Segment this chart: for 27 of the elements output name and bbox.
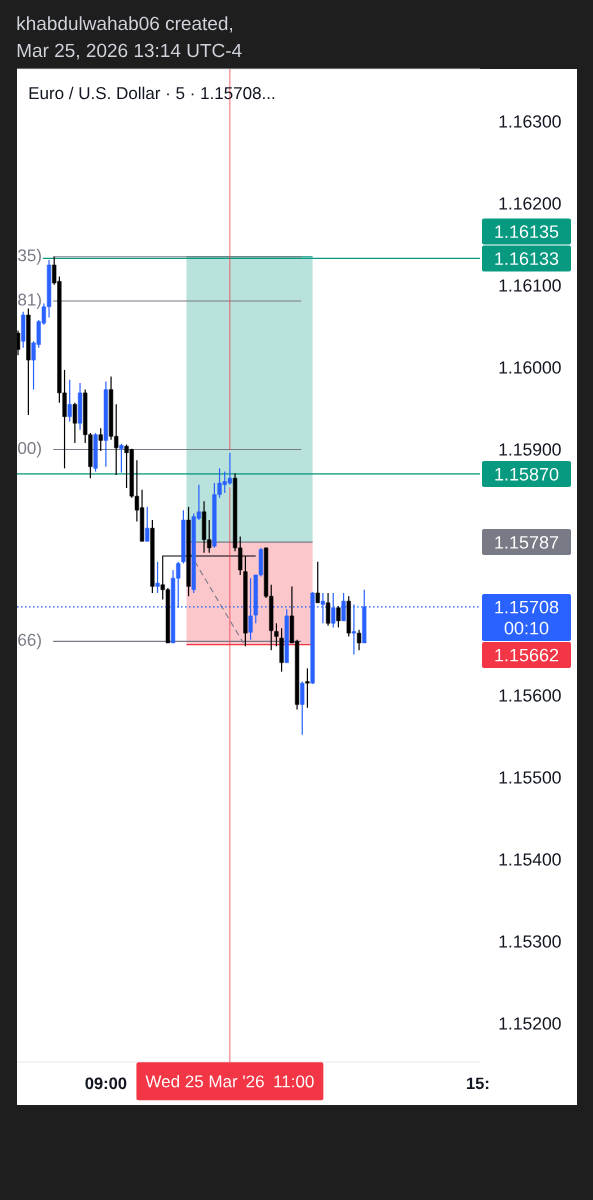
y-tick-label: 1.15300 [499, 935, 561, 948]
y-tick-label: 1.15200 [499, 1017, 561, 1030]
annotation: 35) [18, 248, 41, 265]
y-tick-label: 1.15600 [499, 689, 561, 702]
y-tick-label: 1.15900 [499, 443, 561, 456]
x-tick-label: 15: [467, 1077, 489, 1090]
text: 1.15787 [495, 535, 559, 549]
y-tick-label: 1.15400 [499, 853, 561, 866]
annotation: 66) [18, 633, 41, 650]
x-tick-label: 09:00 [85, 1077, 127, 1090]
y-tick-label: 1.16000 [499, 361, 561, 374]
y-tick-label: 1.16300 [499, 115, 561, 128]
text: 1.16135 [495, 225, 559, 238]
y-tick-label: 1.16100 [499, 279, 561, 292]
text: Euro / U.S. Dollar · 5 · 1.15708... [29, 86, 275, 100]
ref-line-label: 1.15870 [495, 467, 559, 481]
text: Mar 25, 2026 13:14 UTC-4 [17, 43, 242, 60]
text: khabdulwahab06 created, [17, 16, 233, 33]
annotation: 00) [18, 441, 41, 458]
text: 00:10 [504, 621, 549, 635]
y-tick-label: 1.15500 [499, 771, 561, 784]
text: 1.15662 [495, 648, 559, 662]
ref-line-label: 1.15708 [495, 600, 559, 614]
ref-line-label: Wed 25 Mar '26 11:00 [145, 1074, 314, 1088]
annotation: 81) [18, 293, 41, 309]
legend-label: 1.16133 [495, 252, 559, 265]
y-tick-label: 1.16200 [499, 197, 561, 210]
